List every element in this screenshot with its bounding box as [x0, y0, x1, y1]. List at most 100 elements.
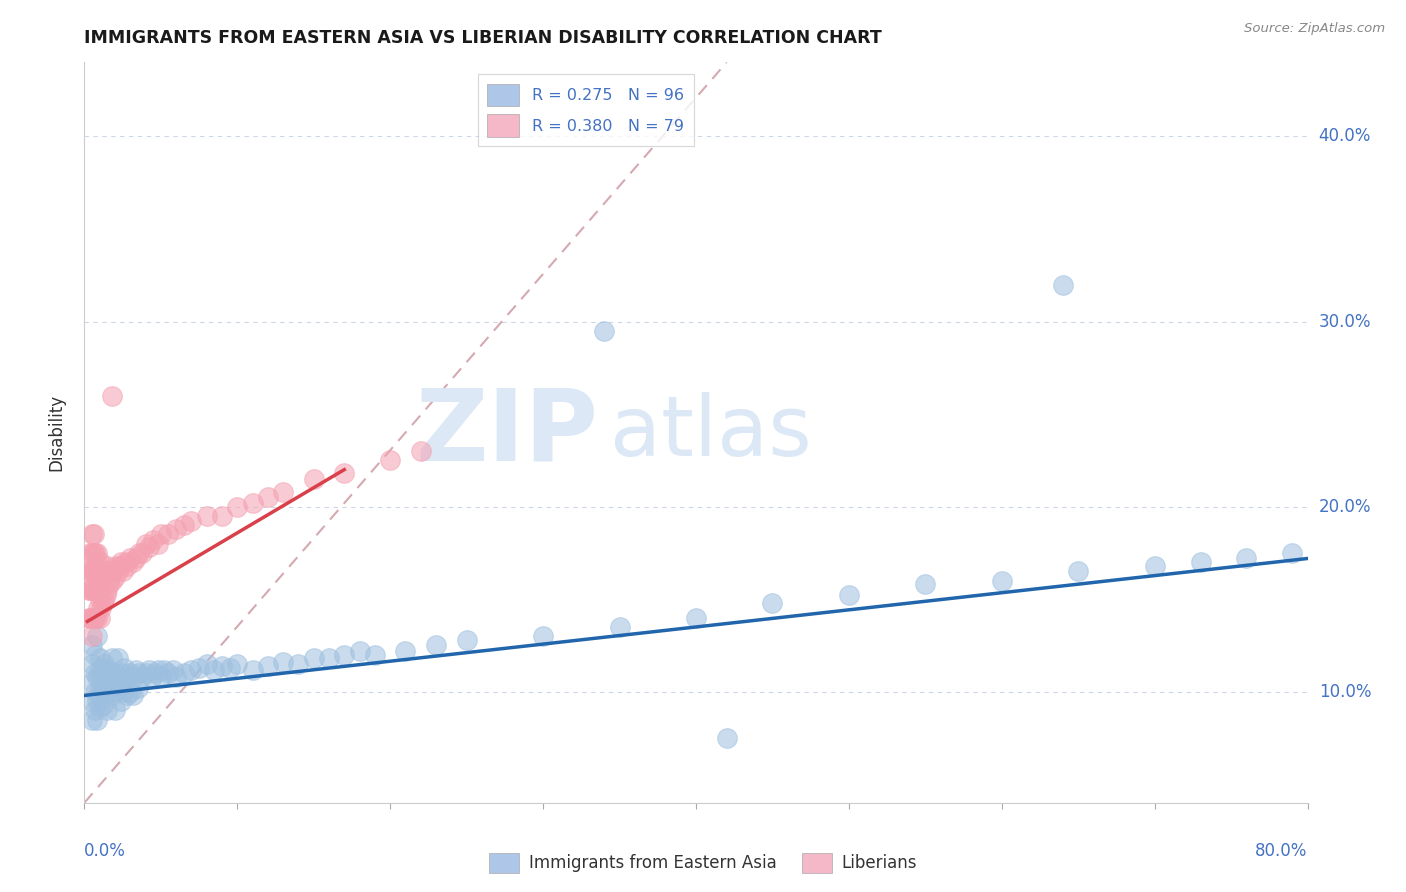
Point — [125, 551, 148, 566]
Point — [80, 629, 103, 643]
Point — [120, 551, 142, 566]
Point — [180, 663, 202, 677]
Point — [79, 610, 101, 624]
Point — [685, 610, 707, 624]
Legend: R = 0.275   N = 96, R = 0.380   N = 79: R = 0.275 N = 96, R = 0.380 N = 79 — [478, 74, 693, 146]
Point — [86, 610, 108, 624]
Point — [89, 555, 111, 569]
Point — [86, 670, 108, 684]
Point — [111, 666, 134, 681]
Point — [89, 681, 111, 695]
Point — [173, 666, 195, 681]
Point — [84, 565, 107, 579]
Point — [1281, 546, 1303, 560]
Point — [107, 651, 129, 665]
Point — [165, 522, 187, 536]
Point — [173, 518, 195, 533]
Point — [91, 596, 114, 610]
Point — [89, 574, 111, 588]
Point — [91, 698, 114, 712]
Point — [89, 610, 111, 624]
Point — [86, 582, 108, 597]
Point — [86, 565, 108, 579]
Point — [142, 533, 165, 547]
Point — [242, 663, 264, 677]
Point — [101, 651, 124, 665]
Point — [80, 713, 103, 727]
Point — [101, 670, 124, 684]
Point — [79, 582, 101, 597]
Point — [86, 694, 108, 708]
Point — [716, 731, 738, 745]
Point — [96, 666, 118, 681]
Legend: Immigrants from Eastern Asia, Liberians: Immigrants from Eastern Asia, Liberians — [482, 847, 924, 880]
Point — [80, 694, 103, 708]
Text: 40.0%: 40.0% — [1319, 128, 1371, 145]
Point — [318, 651, 340, 665]
Point — [180, 515, 202, 529]
Point — [104, 703, 127, 717]
Point — [409, 444, 432, 458]
Text: 30.0%: 30.0% — [1319, 312, 1371, 331]
Point — [138, 663, 160, 677]
Text: atlas: atlas — [610, 392, 813, 473]
Point — [97, 663, 120, 677]
Point — [89, 699, 111, 714]
Point — [135, 666, 157, 681]
Point — [131, 670, 153, 684]
Point — [122, 689, 145, 703]
Point — [141, 670, 163, 684]
Point — [111, 565, 134, 579]
Point — [91, 679, 114, 693]
Point — [89, 592, 111, 607]
Point — [86, 713, 108, 727]
Point — [149, 527, 172, 541]
Point — [1236, 551, 1258, 566]
Point — [107, 670, 129, 684]
Point — [364, 648, 387, 662]
Point — [83, 527, 105, 541]
Point — [87, 582, 110, 597]
Point — [84, 610, 107, 624]
Point — [87, 601, 110, 615]
Point — [110, 555, 132, 569]
Point — [79, 565, 101, 579]
Point — [1189, 555, 1212, 569]
Point — [84, 666, 107, 681]
Point — [80, 565, 103, 579]
Point — [83, 610, 105, 624]
Point — [101, 574, 124, 588]
Point — [287, 657, 309, 671]
Point — [149, 670, 172, 684]
Point — [80, 657, 103, 671]
Point — [94, 565, 117, 579]
Point — [83, 565, 105, 579]
Point — [157, 666, 180, 681]
Text: 80.0%: 80.0% — [1256, 842, 1308, 860]
Point — [84, 685, 107, 699]
Point — [127, 681, 149, 695]
Text: ZIP: ZIP — [415, 384, 598, 481]
Point — [80, 675, 103, 690]
Point — [83, 546, 105, 560]
Point — [105, 558, 128, 573]
Point — [90, 601, 112, 615]
Point — [188, 661, 211, 675]
Point — [96, 685, 118, 699]
Point — [120, 685, 142, 699]
Point — [114, 555, 136, 569]
Point — [80, 546, 103, 560]
Point — [157, 527, 180, 541]
Point — [110, 675, 132, 690]
Point — [89, 663, 111, 677]
Point — [991, 574, 1014, 588]
Point — [838, 589, 860, 603]
Text: 10.0%: 10.0% — [1319, 682, 1371, 701]
Text: Source: ZipAtlas.com: Source: ZipAtlas.com — [1244, 22, 1385, 36]
Point — [226, 657, 249, 671]
Point — [101, 689, 124, 703]
Point — [104, 666, 127, 681]
Point — [80, 582, 103, 597]
Point — [104, 685, 127, 699]
Point — [89, 670, 111, 684]
